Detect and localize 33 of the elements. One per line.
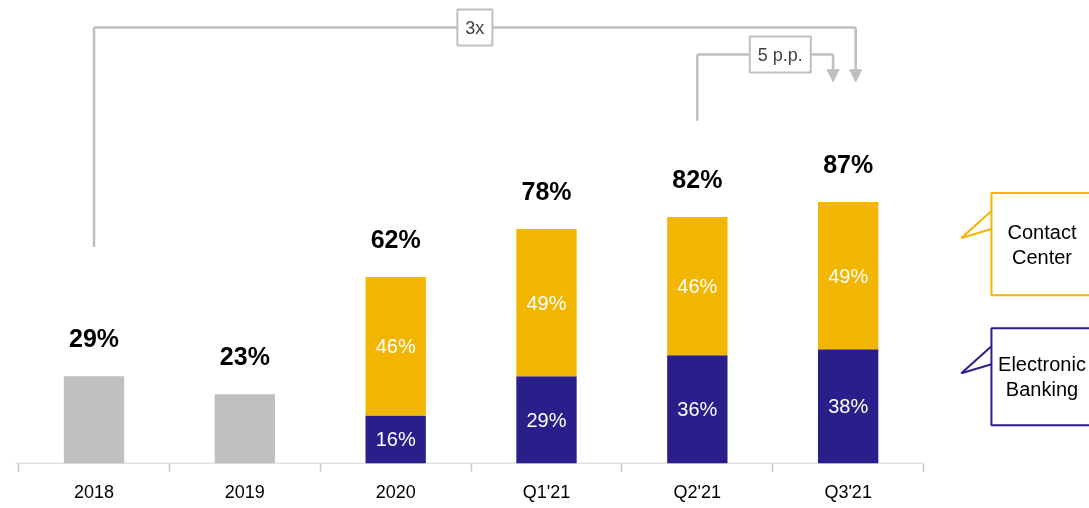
bar bbox=[667, 216, 728, 356]
x-tick-label: Q2'21 bbox=[673, 481, 722, 502]
x-tick-label: 2018 bbox=[73, 481, 115, 502]
data-label: 38% bbox=[828, 395, 869, 418]
data-label: 49% bbox=[526, 291, 567, 314]
total-label: 29% bbox=[69, 324, 120, 353]
data-label: 16% bbox=[375, 428, 416, 451]
bar bbox=[818, 201, 879, 350]
total-label: 23% bbox=[219, 342, 270, 371]
total-label: 87% bbox=[823, 149, 874, 178]
data-label: 46% bbox=[375, 335, 416, 358]
data-label: 46% bbox=[677, 275, 718, 298]
data-label: 29% bbox=[526, 408, 567, 431]
text: 3x bbox=[465, 17, 485, 38]
text: 5 p.p. bbox=[757, 44, 803, 65]
x-tick-label: Q1'21 bbox=[522, 481, 571, 502]
total-label: 82% bbox=[672, 164, 723, 193]
x-tick-label: 2020 bbox=[375, 481, 416, 502]
data-label: 36% bbox=[677, 398, 718, 421]
total-label: 62% bbox=[370, 225, 421, 254]
bar bbox=[63, 376, 125, 464]
bar bbox=[516, 228, 577, 377]
bar bbox=[516, 376, 577, 464]
bar bbox=[365, 277, 426, 416]
x-tick-label: 2019 bbox=[224, 481, 265, 502]
x-tick-label: Q3'21 bbox=[824, 481, 872, 502]
legend-label: Electronic Banking bbox=[998, 353, 1086, 401]
total-label: 78% bbox=[521, 176, 572, 205]
bar bbox=[214, 394, 276, 464]
data-label: 49% bbox=[828, 264, 869, 287]
bar bbox=[818, 349, 879, 464]
bar bbox=[667, 355, 728, 464]
legend-label: Contact Center bbox=[1007, 220, 1077, 268]
